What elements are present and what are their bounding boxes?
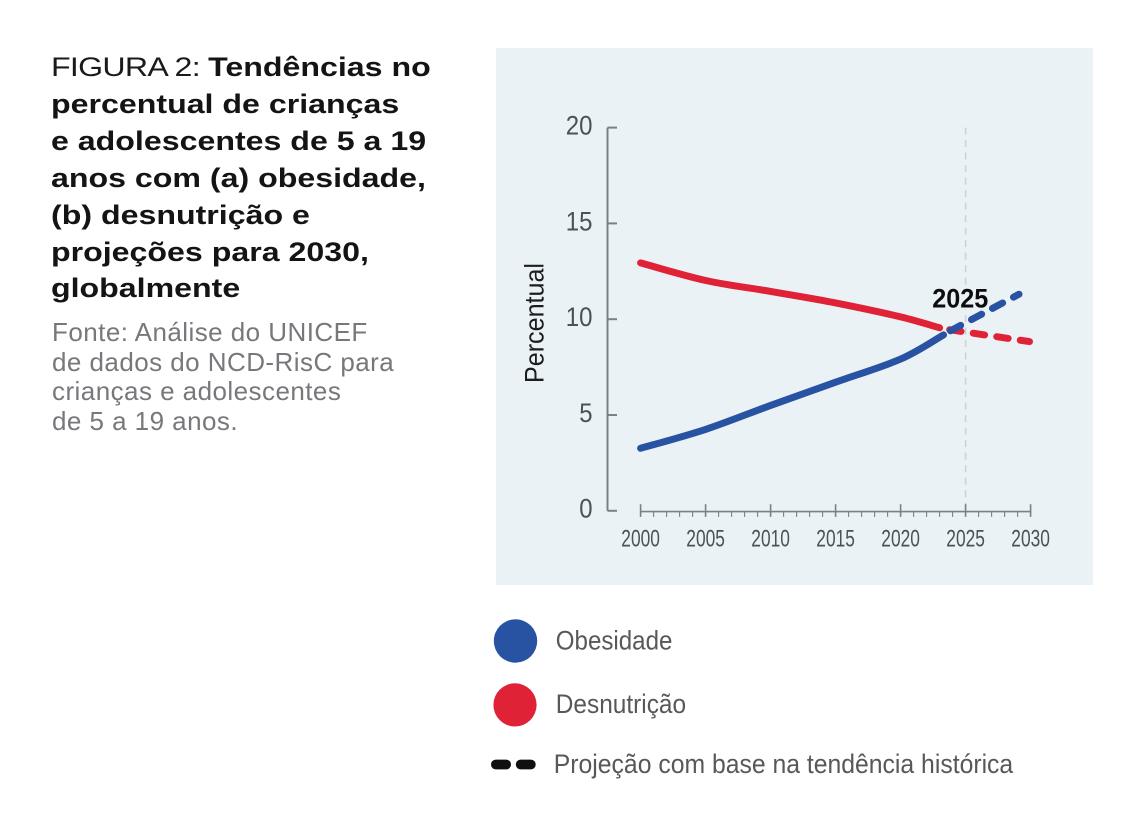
svg-text:Desnutrição: Desnutrição [556, 689, 686, 719]
svg-text:0: 0 [579, 494, 592, 524]
svg-text:20: 20 [566, 111, 593, 141]
svg-text:15: 15 [566, 206, 593, 236]
svg-text:2000: 2000 [621, 525, 660, 552]
svg-text:10: 10 [566, 302, 593, 332]
svg-text:Projeção com base na tendência: Projeção com base na tendência histórica [554, 749, 1014, 779]
svg-text:Obesidade: Obesidade [556, 626, 673, 656]
svg-text:Percentual: Percentual [520, 263, 550, 383]
svg-text:2030: 2030 [1011, 525, 1050, 552]
svg-text:2020: 2020 [881, 525, 920, 552]
svg-text:2025: 2025 [932, 284, 988, 314]
svg-text:5: 5 [579, 398, 592, 428]
svg-text:2025: 2025 [946, 525, 985, 552]
svg-text:2005: 2005 [686, 525, 725, 552]
svg-text:2010: 2010 [751, 525, 790, 552]
svg-text:2015: 2015 [816, 525, 855, 552]
